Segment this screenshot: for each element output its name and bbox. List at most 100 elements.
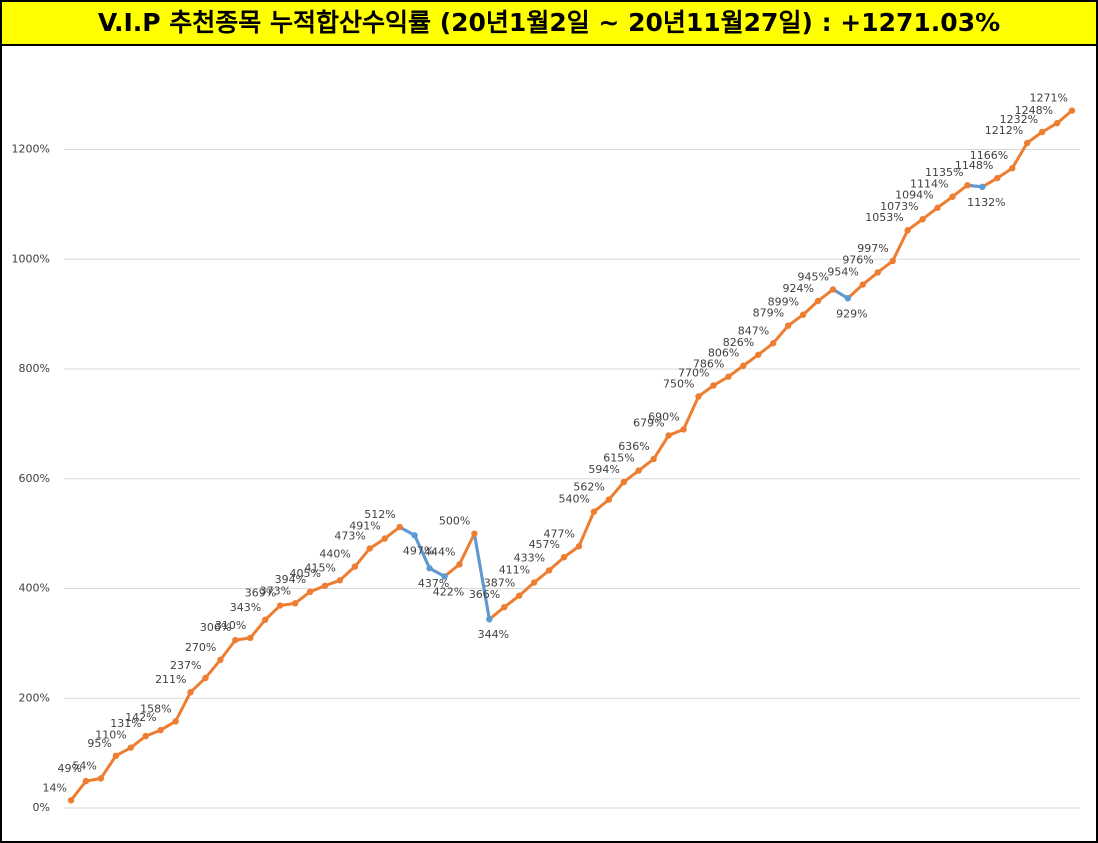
data-label: 422% <box>433 585 464 598</box>
data-label: 899% <box>768 296 799 309</box>
data-label: 1232% <box>1000 113 1038 126</box>
data-label: 1248% <box>1015 104 1053 117</box>
data-point <box>590 508 598 515</box>
data-label: 366% <box>469 588 500 601</box>
data-point <box>172 718 179 725</box>
decline-segment <box>472 533 491 620</box>
data-label: 270% <box>185 641 216 654</box>
data-point <box>262 616 269 623</box>
data-label: 1053% <box>865 211 903 224</box>
data-point <box>67 797 75 804</box>
data-point <box>1068 107 1076 114</box>
data-label: 879% <box>753 307 784 320</box>
data-point <box>665 432 672 439</box>
data-point <box>874 269 881 276</box>
data-point <box>829 286 837 293</box>
data-label: 310% <box>215 619 246 632</box>
data-label: 373% <box>260 584 291 597</box>
y-tick-label: 800% <box>19 362 50 375</box>
data-point <box>635 467 642 474</box>
data-label: 491% <box>349 520 380 533</box>
data-point <box>366 545 374 552</box>
data-point <box>994 174 1001 182</box>
data-label: 945% <box>798 270 829 283</box>
data-label: 1132% <box>967 196 1005 209</box>
data-label: 679% <box>633 416 664 429</box>
data-label: 1166% <box>970 149 1008 162</box>
data-label: 847% <box>738 324 769 337</box>
data-point <box>217 656 224 664</box>
data-point <box>82 777 90 785</box>
data-point <box>127 744 134 751</box>
data-point <box>769 340 777 347</box>
data-label: 770% <box>678 367 709 380</box>
data-point <box>904 227 911 234</box>
data-label: 477% <box>544 527 575 540</box>
data-point <box>1053 120 1061 127</box>
data-point <box>575 543 583 550</box>
data-label: 211% <box>155 673 186 686</box>
data-label: 444% <box>424 545 455 558</box>
data-point <box>486 616 493 623</box>
data-point <box>784 322 792 329</box>
data-point <box>441 573 448 580</box>
data-label: 690% <box>648 410 679 423</box>
data-label: 14% <box>43 781 67 794</box>
data-label: 158% <box>140 702 171 715</box>
data-point <box>411 532 418 539</box>
data-point <box>650 455 657 463</box>
data-label: 237% <box>170 659 201 672</box>
data-label: 1073% <box>880 200 918 213</box>
data-point <box>710 382 717 389</box>
data-point <box>560 554 568 561</box>
line-series <box>69 109 1073 802</box>
decline-segment <box>413 534 431 569</box>
data-point <box>351 563 359 570</box>
data-point <box>291 600 299 607</box>
data-point <box>396 523 403 531</box>
data-label: 1271% <box>1030 92 1068 105</box>
data-point <box>844 295 852 302</box>
data-label: 1148% <box>955 159 993 172</box>
data-label: 433% <box>514 551 545 564</box>
data-label: 750% <box>663 377 694 390</box>
data-label: 540% <box>558 493 589 506</box>
data-point <box>530 579 538 586</box>
data-point <box>426 565 433 572</box>
data-point <box>814 297 822 305</box>
y-tick-label: 400% <box>19 582 50 595</box>
y-tick-label: 1200% <box>12 143 50 156</box>
y-tick-label: 0% <box>33 801 50 814</box>
data-label: 437% <box>418 577 449 590</box>
data-point <box>501 603 508 611</box>
data-label: 1135% <box>925 166 963 179</box>
data-point <box>1038 128 1046 136</box>
data-label: 344% <box>478 628 509 641</box>
data-label: 594% <box>588 463 619 476</box>
data-label: 306% <box>200 621 231 634</box>
data-label: 131% <box>110 717 141 730</box>
data-label: 562% <box>573 481 604 494</box>
data-point <box>725 373 732 380</box>
data-label: 786% <box>693 358 724 371</box>
data-label: 500% <box>439 515 470 528</box>
data-point <box>306 588 314 596</box>
data-label: 954% <box>827 266 858 279</box>
data-point <box>112 752 120 760</box>
data-point <box>695 393 702 400</box>
data-label: 411% <box>499 563 530 576</box>
data-point <box>142 732 149 740</box>
data-point <box>620 478 627 486</box>
data-point <box>934 204 941 211</box>
data-point <box>740 362 747 369</box>
data-label: 54% <box>72 759 96 772</box>
y-tick-label: 600% <box>19 472 50 485</box>
data-label: 997% <box>857 242 888 255</box>
data-label: 924% <box>783 282 814 295</box>
y-tick-label: 1000% <box>12 252 50 265</box>
data-label: 110% <box>95 729 126 742</box>
data-label: 497% <box>403 544 434 557</box>
data-point <box>321 582 329 589</box>
data-label: 95% <box>87 737 111 750</box>
data-label: 636% <box>618 440 649 453</box>
